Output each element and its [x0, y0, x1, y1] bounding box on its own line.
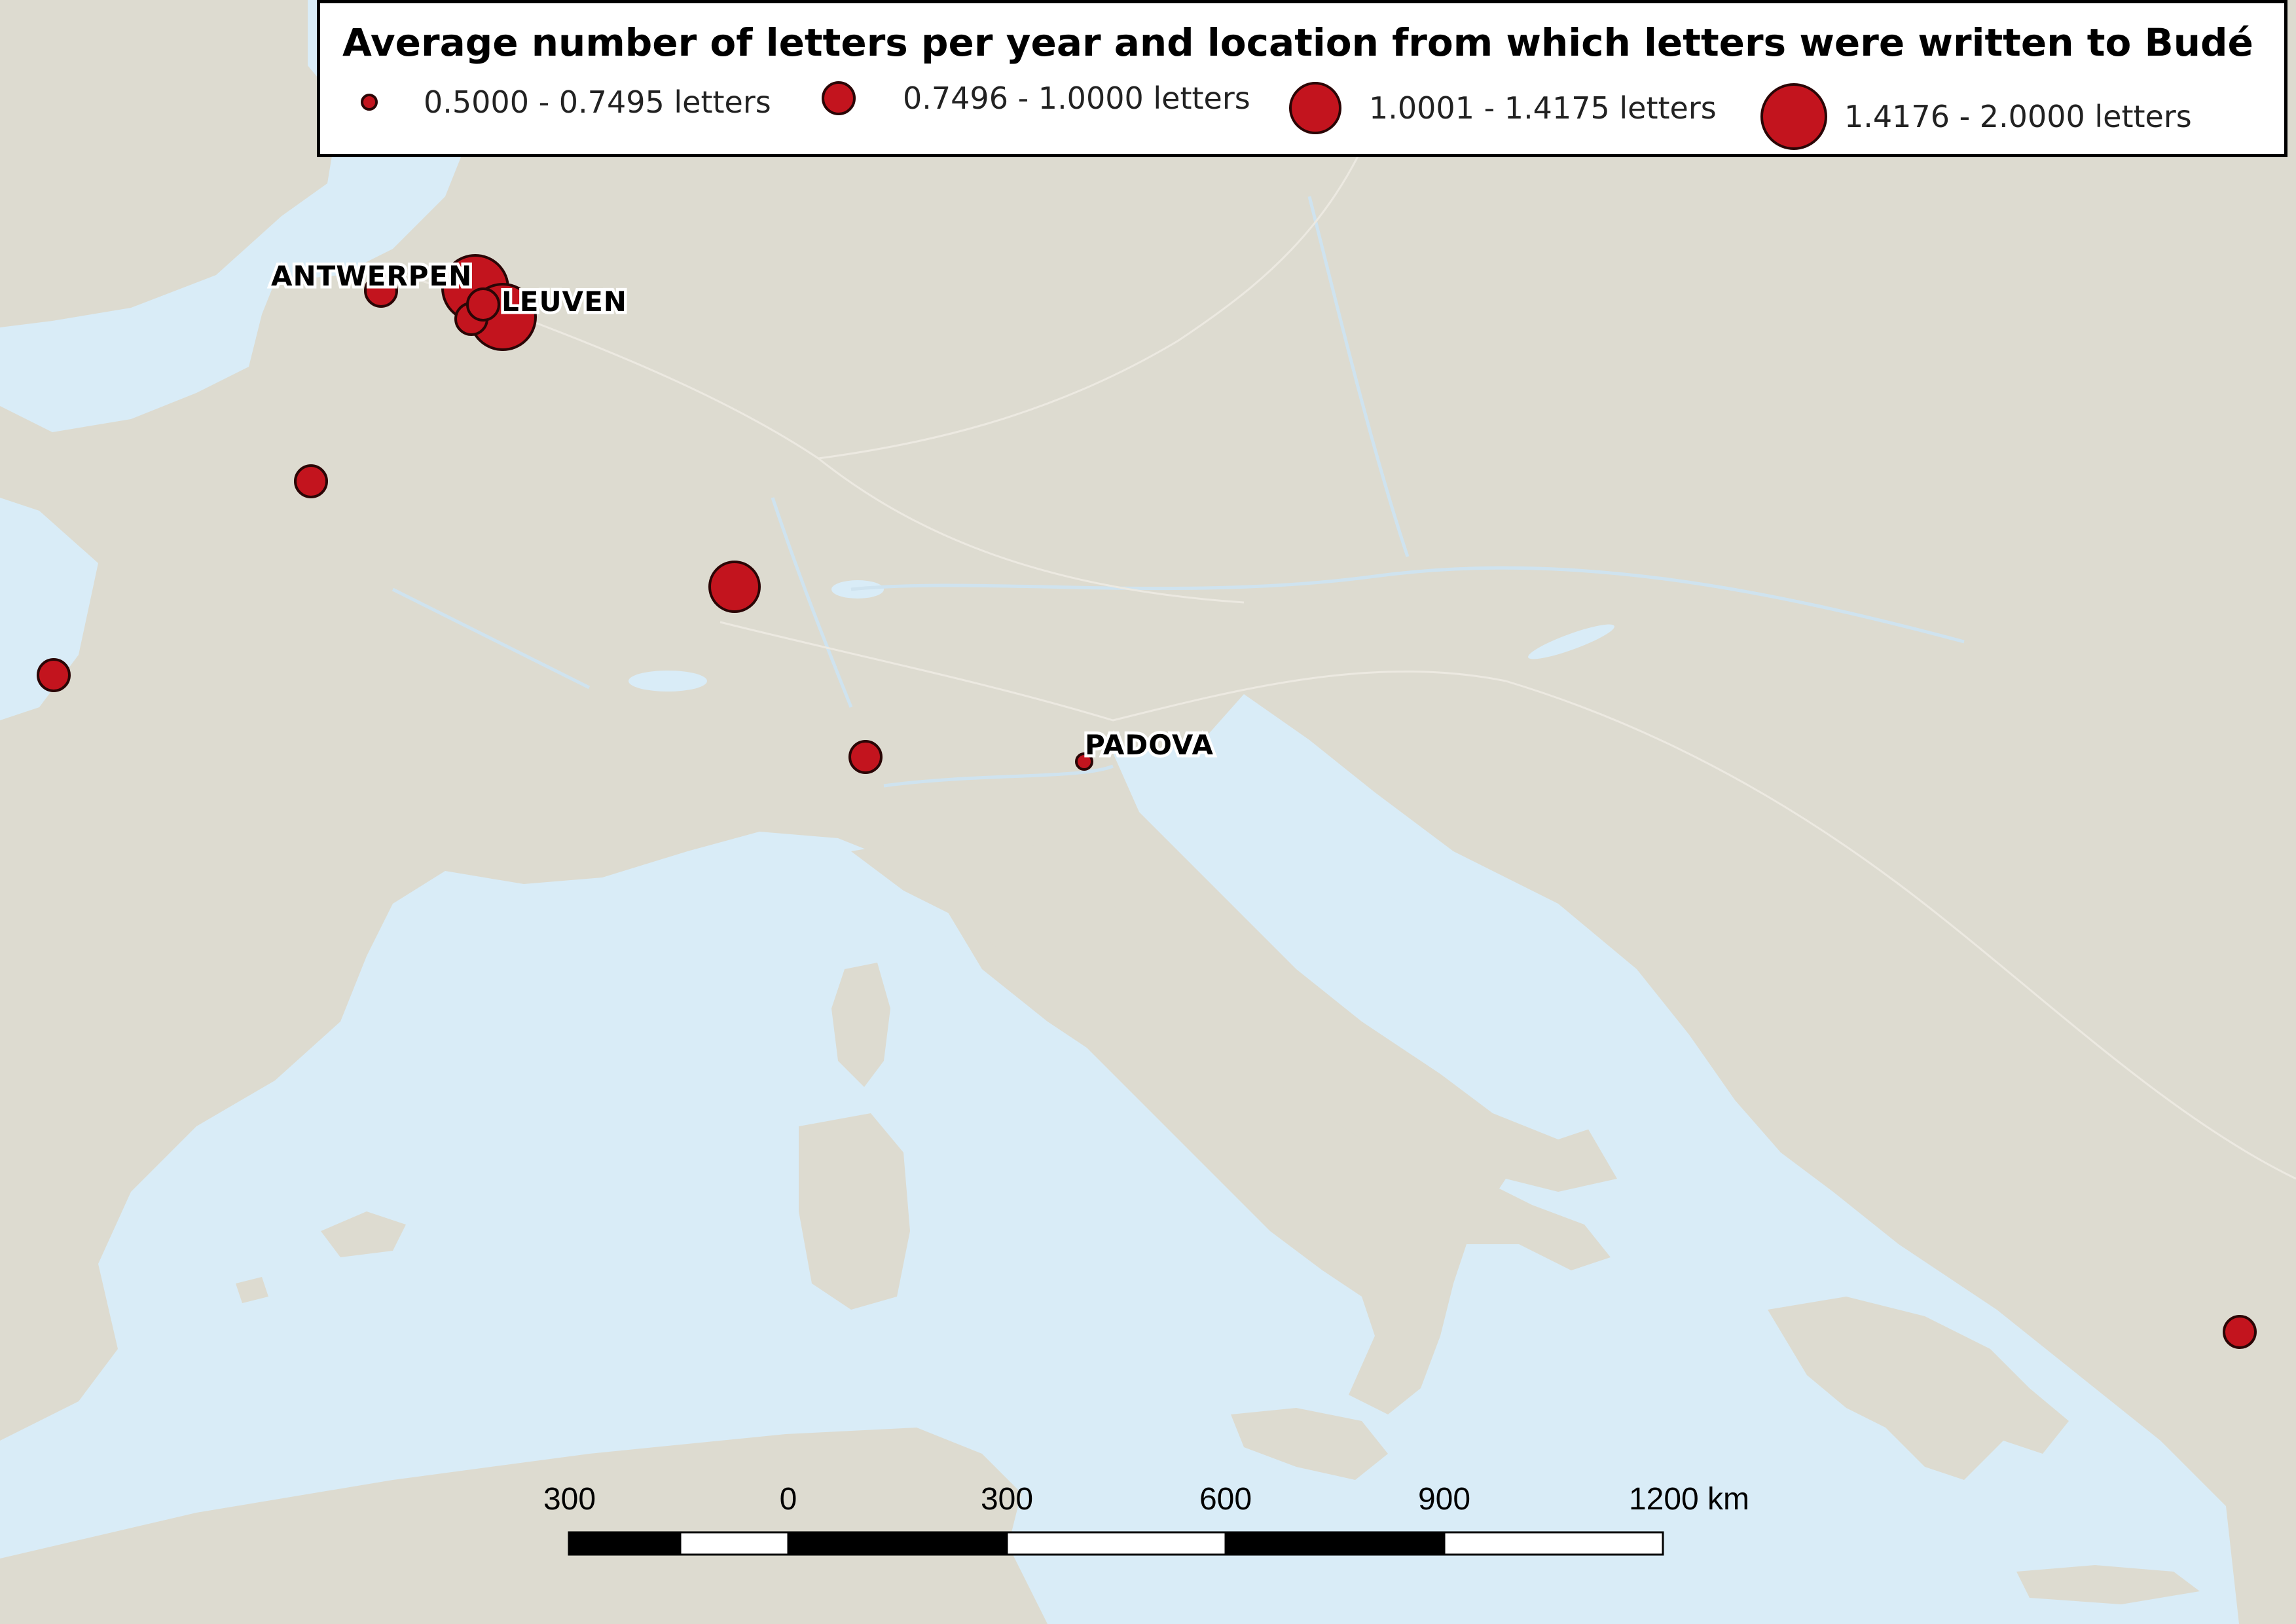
scale-label: 300 [543, 1482, 596, 1517]
scale-bar-segment [679, 1531, 790, 1556]
land-italy [851, 838, 1611, 1414]
scale-bar-segment [568, 1531, 682, 1556]
symbol-location[interactable] [466, 287, 500, 322]
land-sardinia [799, 1113, 910, 1310]
sea-adriatic [1113, 747, 1597, 1139]
legend-symbol-small [361, 94, 378, 111]
place-label-padova: PADOVA [1085, 729, 1214, 761]
lake-balaton [1528, 624, 1614, 659]
legend-label: 1.4176 - 2.0000 letters [1844, 99, 2192, 134]
scale-bar-segment [1224, 1531, 1446, 1556]
land-crete [2016, 1565, 2200, 1604]
legend-symbol-xlarge [1760, 83, 1827, 150]
scale-bar-segment [787, 1531, 1008, 1556]
scale-label: 0 [780, 1482, 797, 1517]
scale-label: 300 [981, 1482, 1033, 1517]
symbol-location[interactable] [37, 658, 71, 692]
legend-label: 1.0001 - 1.4175 letters [1369, 90, 1717, 126]
land-england [0, 0, 340, 327]
legend-symbol-medium [822, 81, 856, 115]
legend-item: 1.0001 - 1.4175 letters [1289, 82, 1717, 134]
scale-bar: 300 0 300 600 900 1200 km [543, 1482, 1749, 1556]
land-north-africa [0, 1428, 1048, 1624]
land-sicily [1231, 1408, 1388, 1480]
map-legend: Average number of letters per year and l… [317, 0, 2287, 157]
legend-symbol-large [1289, 82, 1341, 134]
scale-label: 900 [1418, 1482, 1470, 1517]
scale-label: 1200 km [1629, 1482, 1749, 1517]
letter-symbols [37, 254, 2257, 1349]
place-label-leuven: LEUVEN [501, 286, 627, 318]
scale-bar-segment [1443, 1531, 1664, 1556]
symbol-location[interactable] [708, 561, 761, 613]
rivers [392, 196, 1965, 788]
legend-title: Average number of letters per year and l… [342, 20, 2253, 65]
land-balearics [236, 1211, 406, 1303]
lake-geneva [629, 671, 707, 692]
legend-label: 0.5000 - 0.7495 letters [424, 84, 771, 120]
land-corsica [831, 963, 890, 1087]
symbol-padova[interactable] [1075, 752, 1093, 771]
symbol-antwerpen[interactable] [364, 274, 398, 308]
scale-label: 600 [1199, 1482, 1252, 1517]
legend-label: 0.7496 - 1.0000 letters [903, 81, 1250, 116]
symbol-location[interactable] [2223, 1315, 2257, 1349]
place-label-antwerpen: ANTWERPEN [271, 260, 472, 292]
legend-item: 1.4176 - 2.0000 letters [1760, 83, 2192, 150]
scale-bar-segment [1006, 1531, 1227, 1556]
legend-item: 0.5000 - 0.7495 letters [354, 84, 771, 120]
land-greece [1768, 1297, 2069, 1480]
legend-item: 0.7496 - 1.0000 letters [822, 81, 1250, 116]
symbol-location[interactable] [294, 464, 328, 498]
symbol-location[interactable] [848, 740, 883, 774]
